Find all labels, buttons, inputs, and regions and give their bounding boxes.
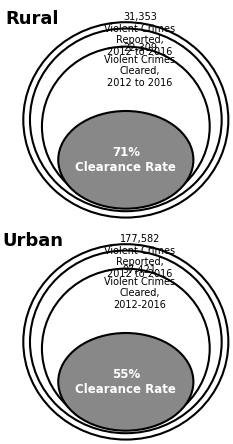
Text: Rural: Rural [6,10,59,28]
Text: Urban: Urban [2,232,63,250]
Text: 71%
Clearance Rate: 71% Clearance Rate [75,146,176,174]
Text: 55%
Clearance Rate: 55% Clearance Rate [75,368,176,396]
Text: 31,353
Violent Crimes
Reported,
2012 to 2016: 31,353 Violent Crimes Reported, 2012 to … [104,12,175,57]
Ellipse shape [23,22,228,218]
Ellipse shape [30,250,222,433]
Text: 177,582
Violent Crimes
Reported,
2012 to 2016: 177,582 Violent Crimes Reported, 2012 to… [104,234,175,279]
Ellipse shape [23,244,228,440]
Ellipse shape [42,47,210,206]
Ellipse shape [58,333,193,431]
Ellipse shape [42,269,210,428]
Text: 22,309
Violent Crimes
Cleared,
2012 to 2016: 22,309 Violent Crimes Cleared, 2012 to 2… [104,43,175,88]
Text: 97,421
Violent Crimes
Cleared,
2012-2016: 97,421 Violent Crimes Cleared, 2012-2016 [104,265,175,310]
Ellipse shape [30,28,222,211]
Ellipse shape [58,111,193,209]
